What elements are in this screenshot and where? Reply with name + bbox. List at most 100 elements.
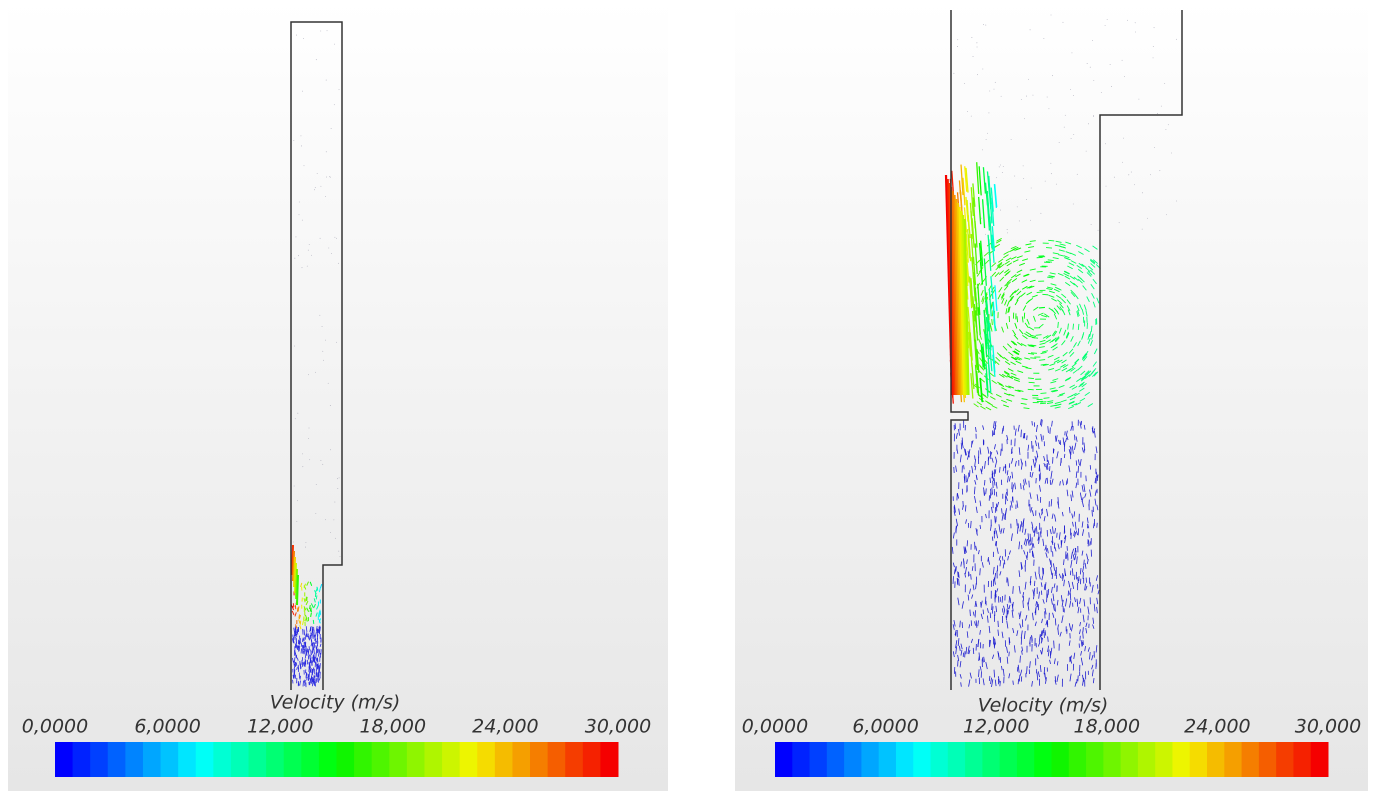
velocity-vector [976,401,983,406]
velocity-vector [1146,217,1148,219]
velocity-vector [1066,305,1071,312]
velocity-vector [304,660,307,667]
velocity-vector [1041,350,1049,353]
velocity-vector [980,240,984,267]
velocity-vector [1081,500,1084,508]
velocity-vector [1089,489,1092,497]
velocity-vector [991,226,996,252]
velocity-vector [1011,471,1014,479]
velocity-vector [1003,254,1009,259]
velocity-vector [996,501,1000,508]
velocity-vector [1138,98,1140,100]
velocity-vector [1039,359,1046,361]
velocity-vector [306,581,310,586]
velocity-vector [1023,273,1030,277]
velocity-vector [1053,359,1060,363]
velocity-vector [1002,527,1005,534]
velocity-vector [1077,465,1079,473]
velocity-vector [1006,656,1009,664]
velocity-vector [1085,627,1088,634]
velocity-vector [1030,357,1037,359]
velocity-vector [969,276,973,309]
velocity-vector [964,572,966,578]
velocity-vector [314,635,316,641]
velocity-vector [952,532,955,539]
velocity-vector [308,681,311,685]
velocity-vector [1001,427,1004,434]
velocity-vector [1077,606,1080,614]
velocity-vector [994,421,997,427]
velocity-vector [1036,654,1039,660]
velocity-vector [1100,92,1102,94]
velocity-vector [958,572,960,579]
velocity-vector [329,449,331,451]
velocity-vector [1068,348,1074,354]
velocity-vector [1084,493,1087,498]
colorbar-segment [213,742,232,777]
velocity-vector [1087,606,1090,615]
velocity-vector [980,600,983,608]
velocity-vector [971,310,976,342]
velocity-vector [1010,372,1017,376]
velocity-vector [984,307,986,314]
velocity-vector [1091,293,1095,299]
velocity-vector [1012,680,1014,685]
velocity-vector [319,314,321,316]
velocity-vector [1064,275,1071,280]
velocity-vector [1038,634,1041,643]
velocity-vector [1069,280,1076,286]
velocity-vector [1093,79,1095,81]
velocity-vector [1091,669,1094,677]
velocity-vector [1022,519,1025,527]
velocity-vector [1007,475,1009,483]
velocity-vector [316,634,319,640]
velocity-vector [996,237,1002,242]
velocity-vector [1020,292,1026,297]
velocity-vector [1123,137,1124,139]
velocity-vector [1019,669,1023,676]
velocity-vector [975,620,978,628]
velocity-vector [988,675,991,681]
velocity-vector [985,233,986,235]
colorbar-segment [442,742,461,777]
right-geometry-left [950,10,969,690]
velocity-vector [1050,567,1053,576]
velocity-vector [1078,251,1084,255]
velocity-vector [1008,550,1011,555]
velocity-vector [1068,262,1075,266]
velocity-vector [294,418,296,420]
velocity-vector [1021,398,1028,401]
velocity-vector [972,611,975,616]
velocity-vector [314,189,315,191]
velocity-vector [1033,315,1036,322]
velocity-vector [966,559,968,564]
velocity-vector [1123,76,1125,78]
left-vectors [290,30,341,688]
velocity-vector [1044,477,1047,484]
velocity-vector [1104,143,1106,145]
velocity-vector [1074,531,1077,538]
velocity-vector [1045,463,1048,470]
velocity-vector [1045,339,1051,343]
velocity-vector [1065,598,1068,607]
velocity-vector [1061,511,1064,517]
velocity-vector [985,363,989,393]
colorbar-segment [1276,742,1294,777]
velocity-vector [1026,95,1027,97]
velocity-vector [1007,555,1009,561]
velocity-vector [1043,38,1045,39]
colorbar-segment [266,742,285,777]
velocity-vector [1024,581,1027,590]
velocity-vector [1049,387,1056,390]
colorbar-segment [477,742,496,777]
velocity-vector [962,177,966,206]
velocity-vector [1028,539,1031,546]
velocity-vector [309,627,312,633]
velocity-vector [982,149,983,151]
velocity-vector [1092,624,1095,629]
velocity-vector [1072,521,1074,527]
velocity-vector [974,287,978,316]
velocity-vector [1035,526,1038,535]
velocity-vector [301,645,304,651]
velocity-vector [1091,367,1097,374]
